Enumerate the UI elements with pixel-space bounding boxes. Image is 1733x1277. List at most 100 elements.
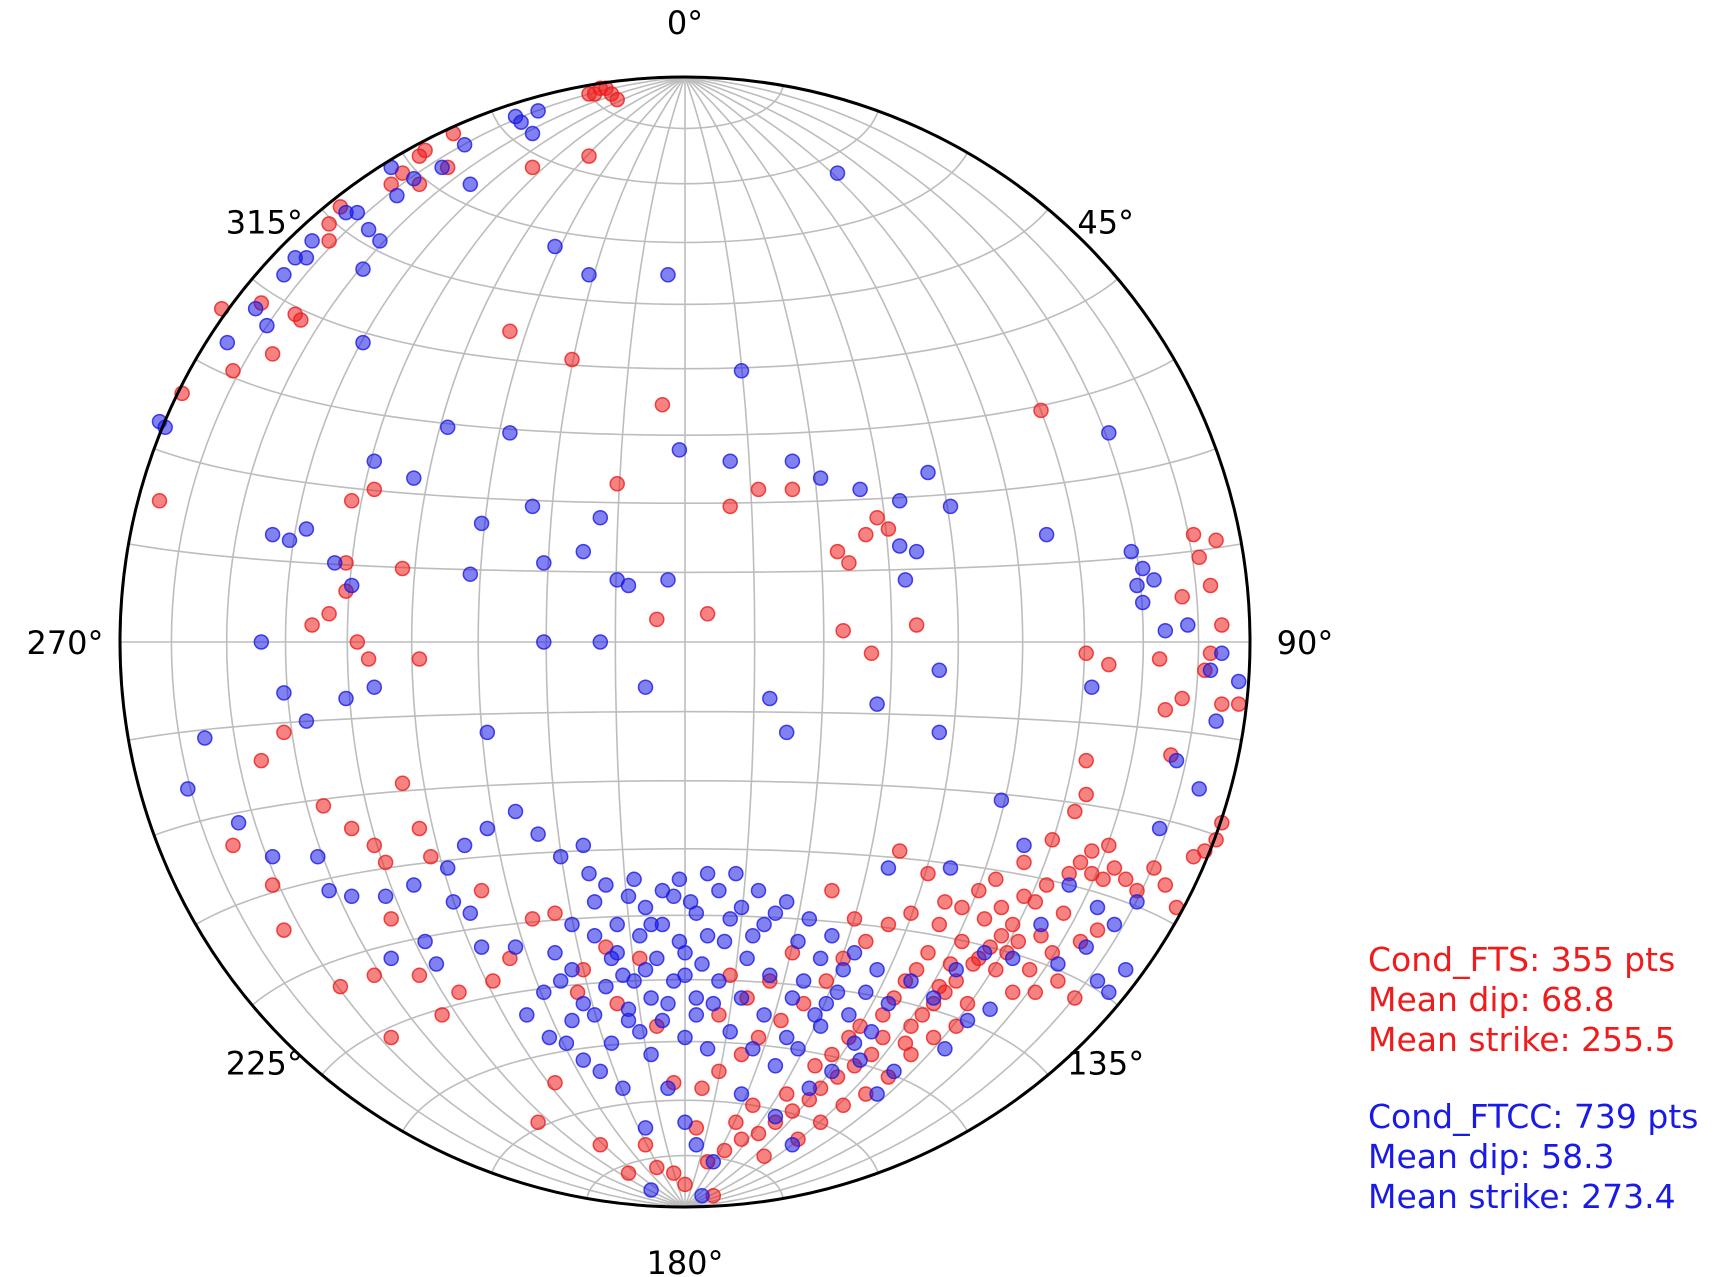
ftcc-point [942,860,959,876]
fts-point [920,945,936,961]
ftcc-point [863,1024,880,1040]
fts-point [1174,690,1190,707]
fts-point [366,837,383,854]
fts-mean-strike-label: Mean strike: 255.5 [1368,1020,1676,1059]
ftcc-point [722,453,738,469]
ftcc-point [897,572,914,588]
ftcc-point [790,1041,806,1057]
ftcc-point [355,334,371,351]
ftcc-point [767,1108,784,1125]
fts-point [321,216,337,232]
fts-point [1185,526,1202,543]
ftcc-point [829,165,846,181]
fts-point [349,634,366,650]
ftcc-point [660,995,676,1012]
ftcc-point [564,1012,580,1029]
azimuth-label-45: 45° [1077,203,1134,241]
ftcc-point [660,1080,676,1097]
ftcc-point [598,978,614,995]
ftcc-point [428,956,445,972]
fts-point [151,493,168,509]
fts-point [1230,696,1247,712]
fts-point [592,1137,609,1153]
fts-point [750,1125,767,1142]
grid-parallel [128,543,1242,574]
fts-point [745,1097,761,1114]
fts-point [502,323,518,340]
fts-point [530,1114,546,1131]
ftcc-point [1117,961,1134,978]
ftcc-point [276,685,292,701]
fts-point [547,905,563,921]
ftcc-point [1168,752,1185,769]
ftcc-point [891,538,908,554]
ftcc-point [479,724,496,741]
fts-point [1157,702,1174,718]
grid-parallel [401,152,969,244]
ftcc-point [745,928,761,944]
ftcc-point [541,1029,558,1046]
fts-point [807,1058,823,1074]
azimuth-label-0: 0° [667,4,703,42]
ftcc-point [632,1024,648,1040]
ftcc-point [908,543,925,560]
ftcc-point [615,1080,631,1097]
ftcc-point [643,1046,659,1063]
fts-point [383,1029,399,1046]
ftcc-point [536,984,552,1001]
fts-point [858,526,874,543]
ftcc-point [824,1063,840,1080]
fts-point [360,651,377,667]
ftcc-point [502,425,518,441]
azimuth-label-90: 90° [1277,624,1334,662]
ftcc-point [812,470,829,486]
fts-point [411,651,428,667]
fts-point [1021,961,1038,978]
ftcc-point [818,995,835,1012]
ftcc-point [462,176,479,193]
ftcc-point [1038,526,1055,543]
fts-point [677,1176,693,1193]
ftcc-point [654,1012,671,1029]
ftcc-point [846,945,863,961]
fts-point [649,611,665,628]
fts-point [485,973,501,989]
ftcc-point [660,572,676,588]
ftcc-point [739,950,755,967]
ftcc-point [733,1086,750,1102]
ftcc-point [383,950,399,967]
fts-point [1089,922,1106,938]
fts-point [858,933,874,950]
ftcc-point [513,114,529,130]
fts-point [835,1097,851,1114]
ftcc-point [507,939,524,955]
ftcc-point [180,781,196,797]
ftcc-point [699,865,716,882]
grid-parallel [128,710,1242,741]
ftcc-point [1101,984,1117,1001]
ftcc-point [858,984,874,1001]
ftcc-point [643,990,659,1006]
grid-parallel [153,780,1217,836]
fts-point [276,922,292,938]
ftcc-point [677,1114,693,1131]
ftcc-point [688,1007,705,1023]
ftcc-point [564,961,580,978]
fts-point [891,843,908,859]
fts-point [253,752,270,769]
ftcc-point [586,894,603,910]
grid-parallel [195,848,1175,926]
ftcc-point [298,521,315,537]
ftcc-point [993,792,1010,808]
ftcc-point [705,995,722,1012]
ftcc-point [880,860,897,876]
ftcc-point [445,894,462,910]
ftcc-point [1230,673,1247,690]
ftcc-point [1146,572,1162,588]
ftcc-point [711,882,727,899]
ftcc-point [1061,877,1077,893]
ftcc-point [869,961,885,978]
ftcc-point [1208,713,1224,729]
ftcc-point [762,967,778,984]
ftcc-point [230,815,247,831]
